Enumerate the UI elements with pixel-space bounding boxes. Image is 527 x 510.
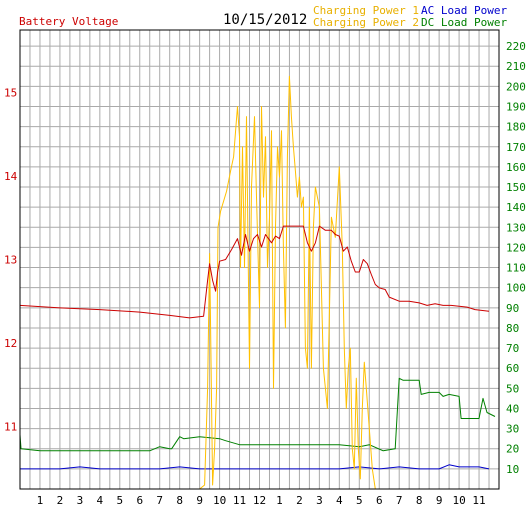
series-ac-load-power xyxy=(20,464,490,470)
right-tick-label: 30 xyxy=(506,423,519,436)
left-axis-title: Battery Voltage xyxy=(19,15,118,28)
series-charging-power xyxy=(179,75,380,490)
x-tick-label: 8 xyxy=(176,494,183,507)
right-tick-label: 120 xyxy=(506,241,526,254)
right-tick-label: 160 xyxy=(506,161,526,174)
x-tick-label: 2 xyxy=(296,494,303,507)
x-tick-label: 9 xyxy=(196,494,203,507)
right-tick-label: 220 xyxy=(506,40,526,53)
x-tick-label: 1 xyxy=(276,494,283,507)
chart-date: 10/15/2012 xyxy=(223,12,307,28)
left-tick-label: 12 xyxy=(4,337,17,350)
x-tick-label: 4 xyxy=(336,494,343,507)
right-tick-label: 190 xyxy=(506,101,526,114)
legend-charging-power-1: Charging Power 1 xyxy=(313,4,419,17)
right-tick-label: 80 xyxy=(506,322,519,335)
right-tick-label: 150 xyxy=(506,181,526,194)
x-tick-label: 6 xyxy=(376,494,383,507)
right-tick-label: 210 xyxy=(506,60,526,73)
right-tick-label: 60 xyxy=(506,362,519,375)
x-tick-label: 3 xyxy=(77,494,84,507)
right-tick-label: 130 xyxy=(506,221,526,234)
left-tick-label: 13 xyxy=(4,254,17,267)
tick-labels: 1 2 3 4 5 6 7 8 9 10 11 12 1 2 3 4 5 6 7 8 9 10 11111213141510… xyxy=(4,40,526,507)
plot-frame xyxy=(19,29,500,490)
right-tick-label: 170 xyxy=(506,141,526,154)
right-tick-label: 20 xyxy=(506,443,519,456)
x-tick-label: 11 xyxy=(233,494,246,507)
series-battery-voltage xyxy=(19,225,490,319)
x-tick-label: 6 xyxy=(136,494,143,507)
right-tick-label: 180 xyxy=(506,121,526,134)
x-tick-label: 7 xyxy=(156,494,163,507)
x-tick-label: 10 xyxy=(452,494,465,507)
right-tick-label: 100 xyxy=(506,282,526,295)
legend-ac-load-power: AC Load Power xyxy=(421,4,507,17)
legend-charging-power-2: Charging Power 2 xyxy=(313,16,419,29)
x-tick-label: 12 xyxy=(253,494,266,507)
legend-dc-load-power: DC Load Power xyxy=(421,16,507,29)
right-tick-label: 200 xyxy=(506,80,526,93)
right-tick-label: 70 xyxy=(506,342,519,355)
right-tick-label: 50 xyxy=(506,382,519,395)
left-tick-label: 15 xyxy=(4,87,17,100)
x-tick-label: 11 xyxy=(472,494,485,507)
series-dc-load-power xyxy=(19,377,496,452)
x-tick-label: 8 xyxy=(416,494,423,507)
right-tick-label: 90 xyxy=(506,302,519,315)
left-tick-label: 11 xyxy=(4,420,17,433)
series-group xyxy=(19,75,496,490)
x-tick-label: 9 xyxy=(436,494,443,507)
left-tick-label: 14 xyxy=(4,170,18,183)
x-tick-label: 10 xyxy=(213,494,226,507)
x-tick-label: 2 xyxy=(57,494,64,507)
x-tick-label: 4 xyxy=(97,494,104,507)
right-tick-label: 40 xyxy=(506,402,519,415)
x-tick-label: 7 xyxy=(396,494,403,507)
right-tick-label: 110 xyxy=(506,262,526,275)
x-tick-label: 1 xyxy=(37,494,44,507)
right-tick-label: 10 xyxy=(506,463,519,476)
x-tick-label: 5 xyxy=(356,494,363,507)
grid xyxy=(20,30,499,489)
x-tick-label: 5 xyxy=(116,494,123,507)
x-tick-label: 3 xyxy=(316,494,323,507)
right-tick-label: 140 xyxy=(506,201,526,214)
